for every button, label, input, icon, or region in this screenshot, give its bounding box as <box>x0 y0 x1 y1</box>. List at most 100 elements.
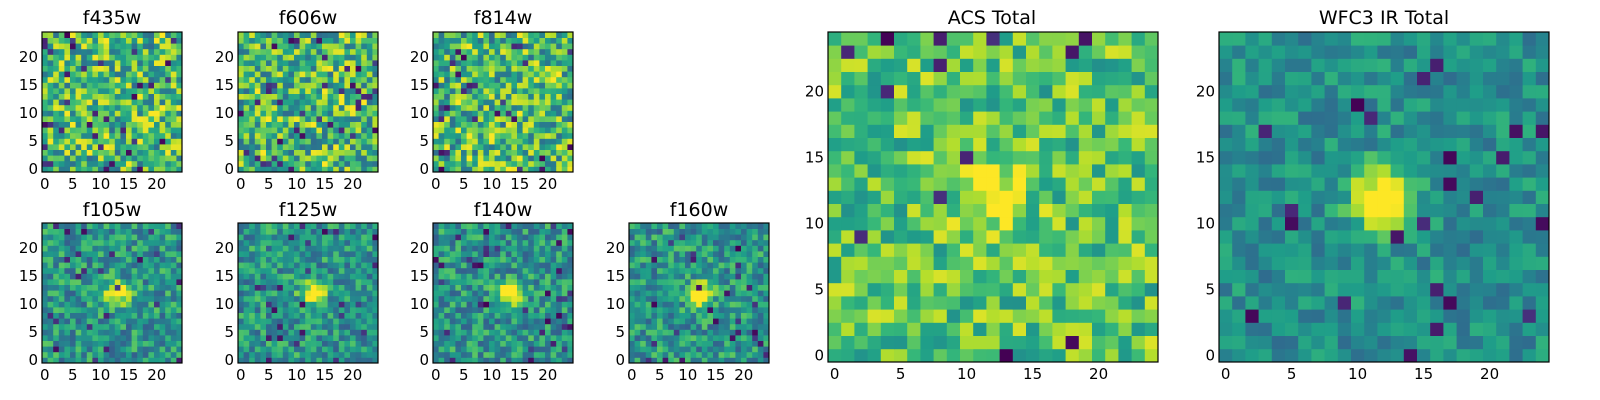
heatmap-cell <box>86 32 93 38</box>
heatmap-cell <box>344 335 351 341</box>
heatmap-cell <box>729 335 736 341</box>
heatmap-cell <box>483 99 490 106</box>
y-tick: 20 <box>215 239 234 257</box>
heatmap-cell <box>271 251 278 257</box>
heatmap-cell <box>355 262 362 269</box>
y-tick: 0 <box>224 160 234 178</box>
heatmap-cell <box>260 295 267 302</box>
heatmap-cell <box>126 88 132 94</box>
heatmap-cell <box>294 166 300 173</box>
heatmap-cell <box>170 132 177 139</box>
heatmap-cell <box>322 234 328 241</box>
heatmap-cell <box>81 43 88 50</box>
heatmap-cell <box>545 279 551 285</box>
heatmap-cell <box>170 160 177 167</box>
heatmap-cell <box>494 223 501 229</box>
heatmap-cell <box>53 267 60 274</box>
heatmap-cell <box>316 340 323 347</box>
heatmap-cell <box>841 216 855 231</box>
heatmap-cell <box>713 307 719 313</box>
heatmap-cell <box>567 223 574 229</box>
heatmap-cell <box>109 357 116 364</box>
heatmap-cell <box>494 110 501 117</box>
heatmap-cell <box>47 132 54 139</box>
heatmap-cell <box>294 37 300 44</box>
heatmap-cell <box>137 307 144 313</box>
heatmap-cell <box>170 256 177 263</box>
heatmap-cell <box>662 228 669 235</box>
heatmap-cell <box>933 309 948 323</box>
heatmap-cell <box>561 110 568 117</box>
heatmap-cell <box>355 329 362 336</box>
heatmap-cell <box>165 144 172 150</box>
heatmap-cell <box>350 82 356 89</box>
heatmap-cell <box>366 256 373 263</box>
heatmap-cell <box>361 82 368 89</box>
heatmap-cell <box>556 262 563 269</box>
heatmap-cell <box>310 346 317 353</box>
heatmap-cell <box>690 357 697 364</box>
heatmap-cell <box>350 234 356 241</box>
heatmap-cell <box>86 335 93 341</box>
heatmap-cell <box>444 323 451 330</box>
heatmap-cell <box>310 340 317 347</box>
heatmap-cell <box>539 160 546 167</box>
heatmap-cell <box>718 312 725 319</box>
heatmap-cell <box>752 262 759 269</box>
heatmap-cell <box>92 166 99 173</box>
heatmap-cell <box>70 37 76 44</box>
heatmap-cell <box>170 290 177 297</box>
heatmap-cell <box>372 144 379 150</box>
heatmap-cell <box>433 166 439 173</box>
heatmap-cell <box>159 99 166 106</box>
heatmap-cell <box>505 239 512 246</box>
heatmap-cell <box>567 335 574 341</box>
heatmap-cell <box>47 251 54 257</box>
heatmap-cell <box>70 279 76 285</box>
heatmap-cell <box>752 357 759 364</box>
heatmap-cell <box>455 357 462 364</box>
heatmap-cell <box>92 60 99 66</box>
heatmap-cell <box>305 295 312 302</box>
heatmap-cell <box>477 301 484 308</box>
heatmap-cell <box>763 284 770 291</box>
heatmap-cell <box>277 262 284 269</box>
heatmap-cell <box>120 88 127 94</box>
heatmap-cell <box>550 60 557 66</box>
heatmap-cell <box>170 88 177 94</box>
heatmap-cell <box>260 155 267 162</box>
heatmap-cell <box>1026 137 1040 152</box>
heatmap-cell <box>92 279 99 285</box>
heatmap-cell <box>243 110 250 117</box>
heatmap-cell <box>718 284 725 291</box>
heatmap-cell <box>344 284 351 291</box>
heatmap-cell <box>960 124 974 138</box>
heatmap-cell <box>662 295 669 302</box>
heatmap-cell <box>854 296 868 310</box>
heatmap-cell <box>472 290 479 297</box>
heatmap-cell <box>148 273 155 280</box>
heatmap-cell <box>545 251 551 257</box>
heatmap-cell <box>120 251 127 257</box>
heatmap-cell <box>238 37 244 44</box>
heatmap-cell <box>64 228 71 235</box>
heatmap-cell <box>42 132 48 139</box>
heatmap-cell <box>433 223 439 229</box>
heatmap-cell <box>277 82 284 89</box>
heatmap-cell <box>260 99 267 106</box>
heatmap-cell <box>366 273 373 280</box>
heatmap-cell <box>880 335 895 350</box>
heatmap-cell <box>271 104 278 111</box>
heatmap-cell <box>545 245 551 252</box>
heatmap-cell <box>53 116 60 122</box>
heatmap-cell <box>1026 335 1040 350</box>
heatmap-cell <box>260 149 267 156</box>
heatmap-cell <box>126 340 132 347</box>
heatmap-cell <box>461 93 467 100</box>
heatmap-cell <box>338 43 345 50</box>
heatmap-cell <box>277 239 284 246</box>
heatmap-cell <box>47 307 54 313</box>
heatmap-cell <box>701 312 708 319</box>
heatmap-cell <box>528 318 535 325</box>
heatmap-cell <box>271 256 278 263</box>
